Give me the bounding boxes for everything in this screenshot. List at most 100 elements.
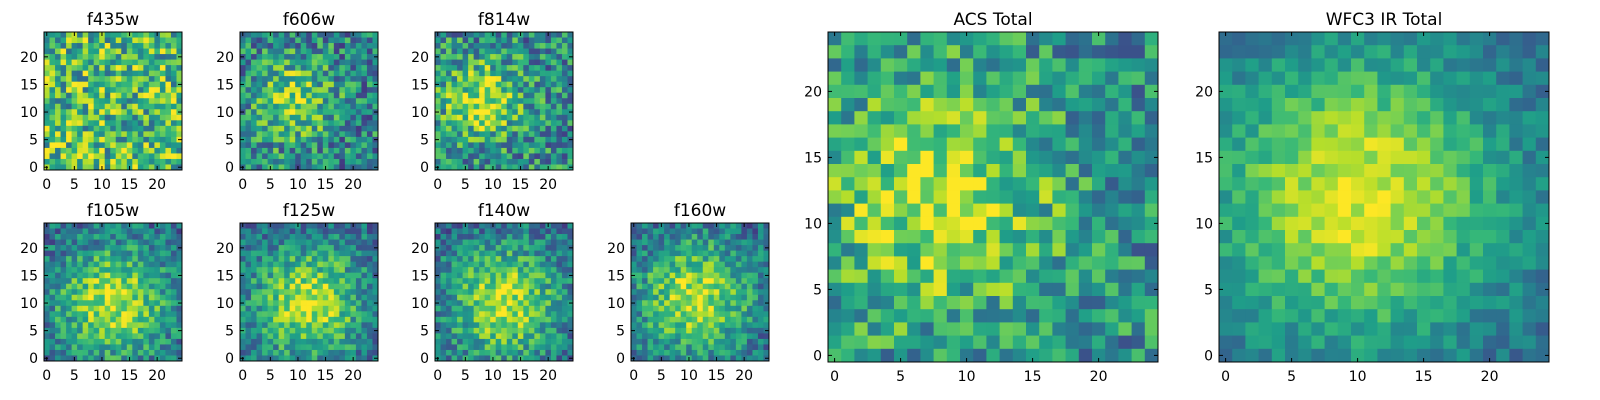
heatmap-cell <box>631 261 637 268</box>
heatmap-cell <box>159 136 166 143</box>
heatmap-cell <box>468 54 475 60</box>
heatmap-cell <box>262 120 268 127</box>
heatmap-cell <box>71 37 78 44</box>
heatmap-cell <box>446 239 452 246</box>
heatmap-cell <box>328 98 335 105</box>
heatmap-cell <box>165 283 172 290</box>
heatmap-cell <box>66 283 72 290</box>
heatmap-cell <box>867 58 882 72</box>
heatmap-cell <box>93 59 100 66</box>
heatmap-cell <box>561 250 568 257</box>
heatmap-cell <box>490 92 497 99</box>
heatmap-cell <box>828 190 842 204</box>
heatmap-cell <box>71 136 78 143</box>
heatmap-cell <box>333 54 340 60</box>
heatmap-cell <box>333 349 340 356</box>
heatmap-cell <box>512 338 519 345</box>
heatmap-cell <box>170 125 177 132</box>
heatmap-cell <box>99 37 106 44</box>
heatmap-cell <box>539 92 546 99</box>
heatmap-cell <box>273 109 280 116</box>
y-tick-label: 15 <box>411 77 429 93</box>
heatmap-cell <box>907 98 921 112</box>
heatmap-cell <box>306 87 313 94</box>
heatmap-cell <box>273 283 280 290</box>
heatmap-cell <box>240 322 246 329</box>
heatmap-cell <box>561 131 568 138</box>
heatmap-cell <box>176 344 183 351</box>
heatmap-cell <box>355 70 362 77</box>
heatmap-cell <box>240 261 246 268</box>
heatmap-cell <box>484 256 491 263</box>
heatmap-cell <box>339 87 346 94</box>
heatmap-cell <box>512 256 519 263</box>
heatmap-cell <box>322 322 329 329</box>
heatmap-cell <box>686 294 693 301</box>
heatmap-cell <box>495 147 502 154</box>
heatmap-cell <box>66 142 72 149</box>
heatmap-cell <box>741 349 748 356</box>
heatmap-cell <box>528 333 535 340</box>
heatmap-cell <box>960 84 974 99</box>
heatmap-cell <box>44 142 50 149</box>
heatmap-cell <box>350 256 357 263</box>
heatmap-cell <box>66 234 72 240</box>
heatmap-cell <box>66 120 72 127</box>
heatmap-cell <box>960 150 974 165</box>
heatmap-cell <box>361 333 368 340</box>
heatmap-cell <box>495 164 502 171</box>
heatmap-cell <box>88 120 95 127</box>
heatmap-cell <box>93 311 100 318</box>
heatmap-cell <box>556 120 563 127</box>
heatmap-cell <box>82 87 89 94</box>
heatmap-cell <box>495 234 502 240</box>
heatmap-cell <box>986 84 1000 99</box>
heatmap-cell <box>647 256 654 263</box>
heatmap-cell <box>1118 98 1132 112</box>
heatmap-cell <box>350 239 357 246</box>
y-tick-label: 15 <box>607 268 625 284</box>
heatmap-cell <box>361 283 368 290</box>
heatmap-cell <box>344 250 351 257</box>
heatmap-cell <box>534 239 541 246</box>
heatmap-cell <box>534 300 541 307</box>
heatmap-cell <box>697 261 704 268</box>
heatmap-cell <box>311 333 318 340</box>
heatmap-cell <box>256 322 263 329</box>
heatmap-cell <box>176 120 183 127</box>
heatmap-cell <box>451 92 458 99</box>
heatmap-cell <box>490 114 497 121</box>
heatmap-cell <box>841 84 855 99</box>
heatmap-cell <box>328 322 335 329</box>
heatmap-cell <box>528 272 535 279</box>
heatmap-cell <box>490 239 497 246</box>
heatmap-cell <box>567 65 574 72</box>
heatmap-cell <box>719 349 726 356</box>
heatmap-cell <box>245 92 252 99</box>
heatmap-cell <box>344 256 351 263</box>
heatmap-cell <box>473 300 480 307</box>
heatmap-cell <box>262 349 268 356</box>
heatmap-cell <box>506 48 513 55</box>
heatmap-cell <box>719 311 726 318</box>
heatmap-cell <box>176 338 183 345</box>
heatmap-cell <box>88 267 95 274</box>
heatmap-cell <box>165 131 172 138</box>
heatmap-cell <box>880 216 895 231</box>
heatmap-cell <box>104 54 111 60</box>
heatmap-cell <box>867 98 882 112</box>
heatmap-cell <box>473 136 480 143</box>
heatmap-cell <box>484 87 491 94</box>
heatmap-cell <box>361 300 368 307</box>
heatmap-cell <box>60 267 67 274</box>
heatmap-cell <box>457 278 463 285</box>
heatmap-cell <box>457 76 463 83</box>
heatmap-cell <box>495 256 502 263</box>
heatmap-cell <box>256 256 263 263</box>
heatmap-cell <box>501 223 508 229</box>
heatmap-cell <box>708 272 715 279</box>
heatmap-cell <box>495 261 502 268</box>
heatmap-cell <box>361 48 368 55</box>
heatmap-cell <box>366 267 373 274</box>
heatmap-cell <box>735 327 742 334</box>
